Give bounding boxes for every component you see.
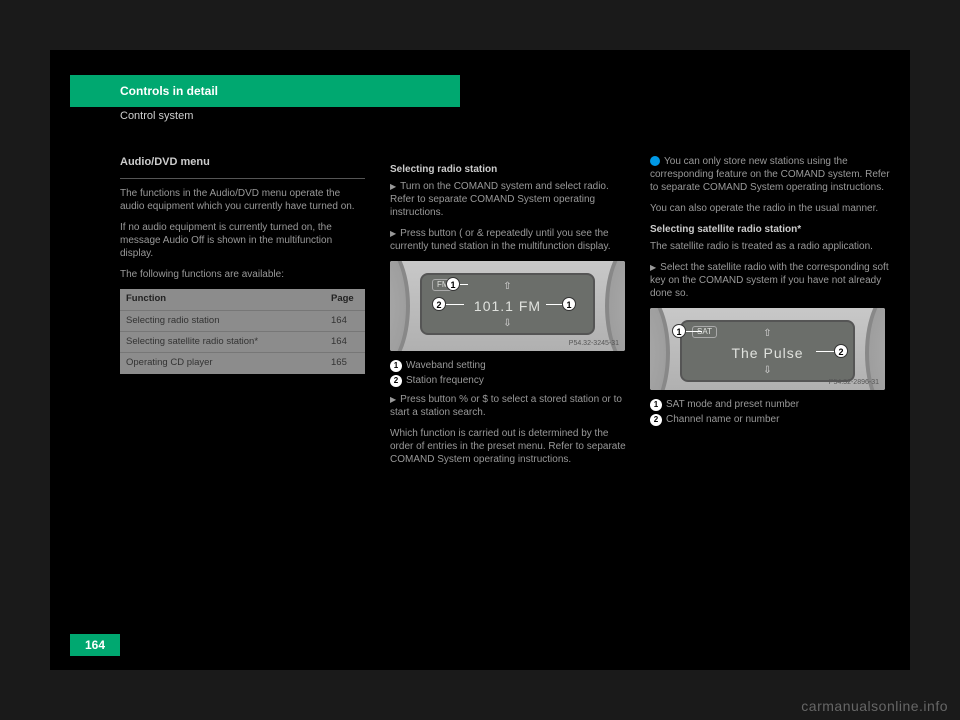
paragraph: If no audio equipment is currently turne… bbox=[120, 221, 365, 260]
table-cell: Operating CD player bbox=[120, 353, 325, 374]
callout-1: 1 bbox=[672, 324, 686, 338]
info-icon bbox=[650, 156, 660, 166]
arrow-down-icon: ⇩ bbox=[682, 364, 853, 377]
table-header: Function bbox=[120, 289, 325, 310]
gauge-icon bbox=[390, 261, 410, 351]
sat-display-figure: SAT ⇧ The Pulse ⇩ 1 2 P54.32-2896-31 bbox=[650, 308, 885, 390]
watermark: carmanualsonline.info bbox=[801, 698, 948, 714]
table-cell: 165 bbox=[325, 353, 365, 374]
step: Select the satellite radio with the corr… bbox=[650, 261, 890, 300]
legend-item: 1 Waveband setting bbox=[390, 359, 630, 372]
gauge-icon bbox=[650, 308, 670, 390]
legend-item: 2 Channel name or number bbox=[650, 413, 890, 426]
page-number: 164 bbox=[70, 634, 120, 656]
callout-line bbox=[460, 284, 468, 285]
radio-display-figure: FM ⇧ 101.1 FM ⇩ 1 2 1 P54.32-3245-31 bbox=[390, 261, 625, 351]
header-bar: Controls in detail bbox=[70, 75, 460, 107]
step: Press button % or $ to select a stored s… bbox=[390, 393, 630, 419]
legend-number: 2 bbox=[390, 375, 402, 387]
header-subtitle: Control system bbox=[120, 110, 193, 122]
manual-page: Controls in detail Control system Audio/… bbox=[50, 50, 910, 670]
legend-item: 2 Station frequency bbox=[390, 374, 630, 387]
gauge-icon bbox=[605, 261, 625, 351]
figure-code: P54.32-3245-31 bbox=[569, 339, 619, 348]
channel-text: The Pulse bbox=[682, 344, 853, 362]
table-row: Selecting satellite radio station* 164 bbox=[120, 331, 365, 352]
column-3: You can only store new stations using th… bbox=[650, 155, 890, 428]
callout-2: 2 bbox=[834, 344, 848, 358]
table-header-row: Function Page bbox=[120, 289, 365, 310]
legend-text: Channel name or number bbox=[666, 414, 779, 425]
callout-line bbox=[686, 331, 702, 332]
legend-text: Station frequency bbox=[406, 375, 484, 386]
function-table: Function Page Selecting radio station 16… bbox=[120, 289, 365, 373]
legend-number: 1 bbox=[650, 399, 662, 411]
step: Press button ( or & repeatedly until you… bbox=[390, 227, 630, 253]
table-cell: 164 bbox=[325, 310, 365, 331]
table-cell: Selecting radio station bbox=[120, 310, 325, 331]
paragraph: Which function is carried out is determi… bbox=[390, 427, 630, 466]
table-row: Operating CD player 165 bbox=[120, 353, 365, 374]
callout-1: 1 bbox=[562, 297, 576, 311]
header-title: Controls in detail bbox=[120, 84, 218, 98]
subheading: Selecting radio station bbox=[390, 163, 630, 176]
step: Turn on the COMAND system and select rad… bbox=[390, 180, 630, 219]
legend-number: 1 bbox=[390, 360, 402, 372]
callout-line bbox=[816, 351, 834, 352]
table-header: Page bbox=[325, 289, 365, 310]
legend-number: 2 bbox=[650, 414, 662, 426]
legend-item: 1 SAT mode and preset number bbox=[650, 398, 890, 411]
legend-text: Waveband setting bbox=[406, 360, 486, 371]
callout-2: 2 bbox=[432, 297, 446, 311]
paragraph: The functions in the Audio/DVD menu oper… bbox=[120, 187, 365, 213]
column-1: Audio/DVD menu The functions in the Audi… bbox=[120, 155, 365, 374]
subheading: Selecting satellite radio station* bbox=[650, 223, 890, 236]
table-cell: 164 bbox=[325, 331, 365, 352]
figure-code: P54.32-2896-31 bbox=[829, 378, 879, 387]
paragraph: The satellite radio is treated as a radi… bbox=[650, 240, 890, 253]
divider bbox=[120, 178, 365, 179]
paragraph: You can also operate the radio in the us… bbox=[650, 202, 890, 215]
callout-1: 1 bbox=[446, 277, 460, 291]
info-note: You can only store new stations using th… bbox=[650, 155, 890, 194]
arrow-up-icon: ⇧ bbox=[682, 327, 853, 340]
info-text: You can only store new stations using th… bbox=[650, 156, 890, 193]
section-heading: Audio/DVD menu bbox=[120, 155, 365, 172]
table-row: Selecting radio station 164 bbox=[120, 310, 365, 331]
legend-text: SAT mode and preset number bbox=[666, 399, 799, 410]
arrow-down-icon: ⇩ bbox=[422, 317, 593, 330]
callout-line bbox=[546, 304, 562, 305]
column-2: Selecting radio station Turn on the COMA… bbox=[390, 155, 630, 474]
paragraph: The following functions are available: bbox=[120, 268, 365, 281]
callout-line bbox=[446, 304, 464, 305]
table-cell: Selecting satellite radio station* bbox=[120, 331, 325, 352]
